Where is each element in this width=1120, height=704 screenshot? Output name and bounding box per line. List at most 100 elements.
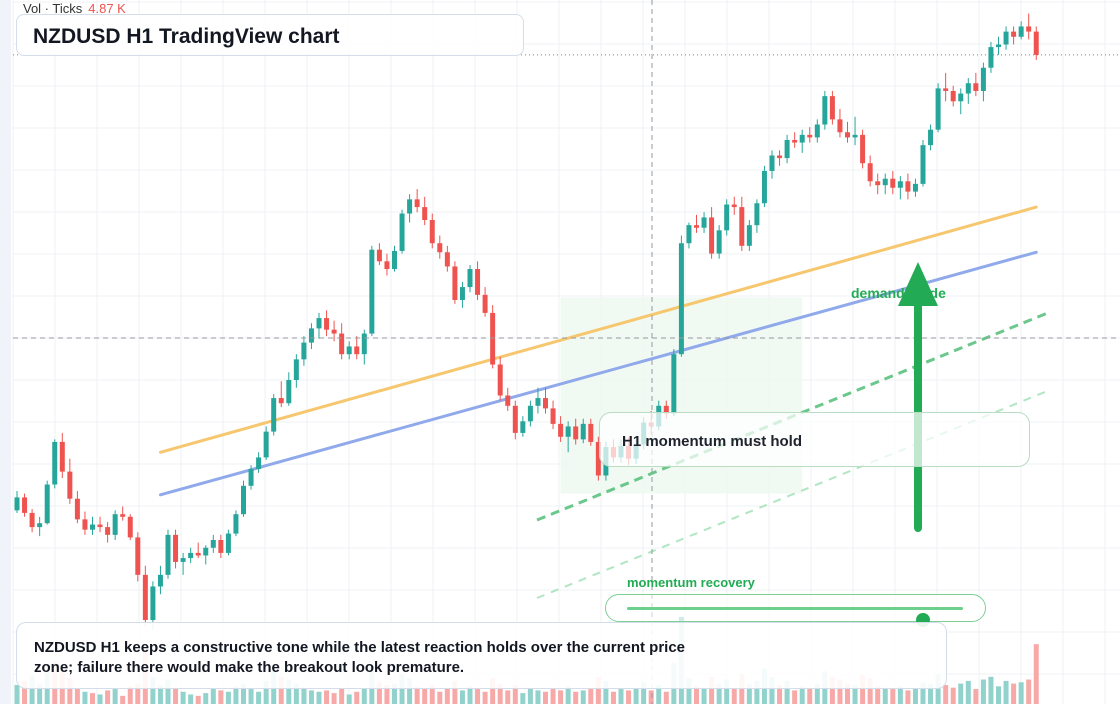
candle-body [912, 183, 918, 192]
candle-body [784, 140, 790, 159]
volume-bar [241, 683, 246, 704]
candle-body [550, 408, 556, 424]
volume-bar [1018, 682, 1024, 704]
candle-body [452, 266, 458, 300]
candle-body [867, 163, 873, 182]
volume-bar [935, 674, 941, 704]
volume-bar [928, 683, 934, 704]
volume-bar [656, 684, 662, 704]
candle-body [459, 287, 465, 300]
candle-body [331, 329, 337, 334]
volume-bar [905, 690, 911, 704]
candle-body [777, 155, 783, 159]
candle-body [437, 243, 443, 253]
candle-body [769, 155, 775, 171]
candle-body [558, 423, 564, 437]
candle-body [837, 119, 843, 133]
candle-body [678, 243, 684, 355]
volume-bar [754, 680, 760, 704]
candle-body [165, 534, 171, 575]
candle-body [490, 312, 496, 365]
candle-body [52, 441, 58, 485]
volume-bar [120, 695, 126, 704]
candle-body [754, 203, 760, 226]
candle-body [384, 261, 390, 270]
volume-bar [799, 686, 805, 704]
candle-body [882, 178, 888, 186]
volume-bar [475, 689, 481, 704]
volume-bar [784, 680, 790, 704]
volume-bar [988, 676, 994, 704]
volume-bar [709, 676, 715, 704]
candle-body [293, 359, 299, 380]
candle-body [505, 395, 511, 406]
volume-bar [188, 694, 194, 704]
volume-bar [293, 683, 299, 704]
volume-bar [973, 689, 979, 704]
candle-body [127, 516, 133, 538]
candle-body [724, 204, 730, 231]
candle-body [792, 140, 798, 143]
volume-bar [882, 687, 888, 704]
volume-bar [633, 687, 639, 704]
volume-bar [943, 684, 949, 704]
volume-bar [950, 687, 956, 704]
candle-body [731, 204, 737, 208]
candle-body [860, 134, 866, 164]
candle-body [369, 249, 375, 334]
candle-body [573, 426, 579, 440]
candle-body [399, 213, 405, 251]
candle-body [1033, 31, 1039, 55]
candle-body [475, 269, 481, 295]
momentum-slider-label: momentum recovery [627, 575, 755, 590]
trend-line-upper [158, 205, 1038, 454]
volume-bar [112, 689, 118, 704]
candle-body [180, 558, 186, 562]
candle-body [799, 134, 805, 143]
volume-bar [157, 684, 163, 704]
volume-bar [301, 687, 307, 704]
candle-body [173, 534, 179, 562]
candle-body [814, 124, 820, 138]
volume-bar [829, 676, 835, 704]
candle-body [339, 333, 345, 355]
chart-title-box: NZDUSD H1 TradingView chart [16, 14, 524, 56]
volume-bar [482, 691, 488, 704]
trend-guide-dashed-lower [536, 389, 1051, 599]
volume-bar [1011, 683, 1017, 704]
volume-bar [376, 682, 382, 704]
volume-bar [218, 690, 224, 704]
candle-body [467, 269, 473, 288]
volume-bar [407, 678, 413, 704]
candle-body [739, 207, 745, 246]
candle-body [829, 96, 835, 120]
volume-bar [641, 682, 647, 704]
volume-bar [958, 683, 964, 704]
candle-body [271, 398, 277, 432]
volume-bar [626, 690, 632, 704]
volume-bar [701, 687, 707, 704]
candle-body [256, 457, 262, 470]
candle-body [29, 512, 35, 528]
candle-body [1003, 31, 1009, 45]
candle-body [248, 469, 254, 486]
volume-bar [852, 684, 858, 704]
candle-body [142, 574, 148, 620]
momentum-slider[interactable] [605, 594, 986, 627]
candle-body [316, 318, 322, 329]
candle-body [897, 181, 903, 188]
candle-body [414, 199, 420, 208]
candle-body [82, 519, 88, 530]
candle-body [822, 96, 828, 125]
volume-bar [422, 689, 428, 704]
candle-body [14, 497, 20, 511]
volume-bar [845, 683, 850, 704]
volume-bar [248, 689, 254, 704]
volume-bar [512, 684, 518, 704]
candle-body [686, 225, 692, 244]
volume-bar [82, 691, 88, 704]
volume-bar [452, 680, 458, 704]
volume-bar [792, 690, 798, 704]
